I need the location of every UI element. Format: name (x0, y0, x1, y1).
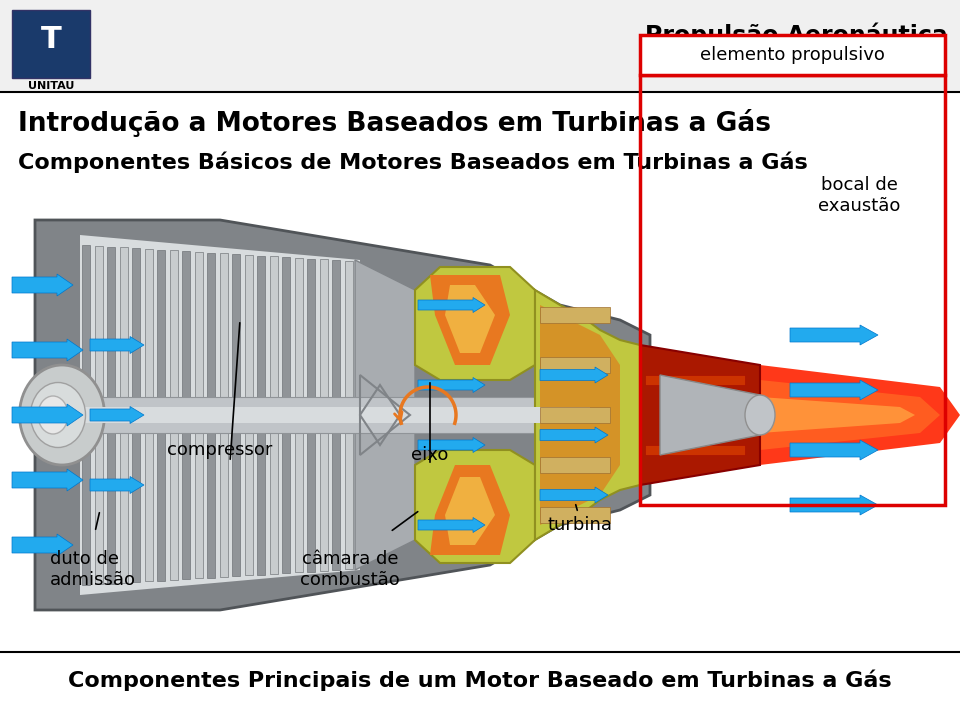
Polygon shape (355, 260, 415, 570)
Polygon shape (430, 465, 510, 555)
Polygon shape (760, 397, 915, 433)
Bar (82, 245, 90, 585)
Bar (170, 251, 178, 580)
Bar (182, 251, 190, 579)
Text: elemento propulsivo: elemento propulsivo (700, 46, 885, 64)
FancyArrow shape (540, 367, 608, 383)
Polygon shape (535, 290, 640, 540)
Bar (220, 253, 228, 577)
FancyArrow shape (790, 495, 878, 515)
Bar (645, 375, 745, 385)
Text: eixo: eixo (411, 446, 448, 464)
Bar (157, 250, 165, 580)
Polygon shape (445, 285, 495, 353)
Polygon shape (760, 365, 960, 465)
Bar (282, 257, 290, 573)
Bar (332, 260, 340, 570)
Bar (80, 397, 590, 433)
FancyArrow shape (12, 404, 83, 426)
Text: UNITAU: UNITAU (28, 81, 74, 91)
Polygon shape (540, 305, 620, 525)
FancyArrow shape (418, 518, 485, 533)
Bar (80, 407, 590, 423)
Bar (107, 246, 115, 583)
FancyArrow shape (90, 477, 144, 493)
Bar (645, 445, 745, 455)
Bar (540, 507, 610, 523)
Text: Propulsão Aeronáutica: Propulsão Aeronáutica (645, 22, 948, 48)
Bar (540, 307, 610, 323)
Bar (270, 256, 277, 574)
Text: Componentes Principais de um Motor Baseado em Turbinas a Gás: Componentes Principais de um Motor Basea… (68, 670, 892, 690)
Polygon shape (445, 477, 495, 545)
Polygon shape (640, 345, 760, 485)
Bar (540, 357, 610, 373)
Bar (132, 248, 140, 582)
FancyArrow shape (790, 380, 878, 400)
FancyArrow shape (12, 274, 73, 296)
FancyArrow shape (12, 534, 73, 556)
Bar (145, 248, 153, 581)
Bar (12, 10, 90, 78)
Bar (640, 35, 945, 75)
Polygon shape (760, 380, 940, 450)
Polygon shape (430, 275, 510, 365)
Bar (207, 253, 215, 577)
Bar (345, 261, 352, 570)
FancyArrow shape (790, 325, 878, 345)
FancyArrow shape (418, 438, 485, 452)
FancyArrow shape (12, 339, 83, 361)
Text: T: T (40, 25, 61, 55)
Text: câmara de
combustão: câmara de combustão (300, 550, 400, 589)
Polygon shape (415, 450, 535, 563)
Bar (195, 252, 203, 578)
Ellipse shape (745, 395, 775, 435)
Text: bocal de
exaustão: bocal de exaustão (819, 176, 900, 215)
Bar (295, 258, 302, 572)
FancyArrow shape (90, 336, 144, 354)
Ellipse shape (31, 382, 85, 448)
Ellipse shape (38, 396, 68, 434)
Text: duto de
admissão: duto de admissão (50, 550, 136, 589)
Bar (320, 259, 327, 571)
Polygon shape (35, 220, 650, 610)
Polygon shape (415, 267, 535, 380)
Bar (0, 0, 960, 92)
FancyArrow shape (790, 440, 878, 460)
FancyArrow shape (418, 377, 485, 392)
Bar (540, 457, 610, 473)
Text: Componentes Básicos de Motores Baseados em Turbinas a Gás: Componentes Básicos de Motores Baseados … (18, 151, 807, 173)
Bar (119, 247, 128, 582)
Bar (257, 256, 265, 575)
Text: versão janeiro de 2012: versão janeiro de 2012 (756, 51, 948, 69)
Ellipse shape (19, 365, 105, 465)
Polygon shape (80, 235, 360, 595)
Bar (540, 407, 610, 423)
FancyArrow shape (12, 469, 83, 491)
Text: compressor: compressor (167, 441, 273, 459)
Text: turbina: turbina (547, 516, 612, 534)
Bar (245, 255, 252, 575)
Text: Introdução a Motores Baseados em Turbinas a Gás: Introdução a Motores Baseados em Turbina… (18, 109, 771, 137)
Bar (94, 246, 103, 584)
FancyArrow shape (540, 427, 608, 443)
FancyArrow shape (90, 407, 144, 423)
Bar (307, 258, 315, 572)
Bar (232, 254, 240, 576)
FancyArrow shape (540, 487, 608, 503)
Bar (640, 75, 945, 505)
FancyArrow shape (418, 297, 485, 312)
Polygon shape (660, 375, 760, 455)
